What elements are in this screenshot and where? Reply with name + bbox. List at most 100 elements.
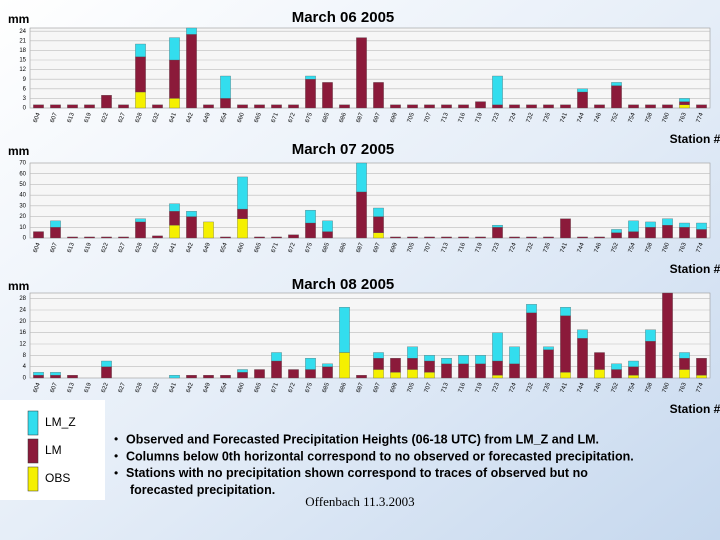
y-tick-label: 50 <box>19 182 26 188</box>
bar-segment <box>696 229 707 239</box>
bar-segment <box>271 360 282 379</box>
x-tick-label: 654 <box>220 242 229 254</box>
bar-segment <box>543 236 554 239</box>
y-tick-label: 9 <box>23 77 27 83</box>
bar-segment <box>543 349 554 379</box>
y-axis-label: mm <box>8 144 29 158</box>
bar-segment <box>152 235 163 239</box>
x-tick-label: 713 <box>441 242 450 254</box>
bar-segment <box>169 211 180 226</box>
x-tick-label: 741 <box>560 242 569 254</box>
bar-segment <box>169 203 180 212</box>
bar-segment <box>50 104 61 109</box>
x-axis-label: Station # <box>670 132 720 146</box>
bar-segment <box>458 355 469 364</box>
bar-segment <box>611 82 622 86</box>
bar-segment <box>628 375 639 379</box>
bullet: • <box>114 432 118 446</box>
x-tick-label: 707 <box>424 382 433 394</box>
x-tick-label: 760 <box>662 242 671 254</box>
x-tick-label: 707 <box>424 242 433 254</box>
bar-segment <box>373 82 384 109</box>
x-tick-label: 707 <box>424 112 433 124</box>
bar-segment <box>118 236 129 239</box>
x-tick-label: 760 <box>662 112 671 124</box>
x-tick-label: 697 <box>373 382 382 394</box>
bar-segment <box>220 236 231 239</box>
x-tick-label: 665 <box>254 112 263 124</box>
x-tick-label: 763 <box>679 242 688 254</box>
x-tick-label: 660 <box>237 382 246 394</box>
y-tick-label: 60 <box>19 171 26 177</box>
legend-label: OBS <box>45 471 70 485</box>
bar-segment <box>679 98 690 102</box>
bar-segment <box>390 104 401 109</box>
note: Observed and Forecasted Precipitation He… <box>126 432 599 446</box>
x-tick-label: 649 <box>203 112 212 124</box>
x-tick-label: 763 <box>679 112 688 124</box>
x-tick-label: 752 <box>611 112 620 124</box>
bar-segment <box>322 366 333 379</box>
x-tick-label: 732 <box>526 112 535 124</box>
bar-segment <box>424 372 435 379</box>
bar-segment <box>407 358 418 370</box>
y-tick-label: 3 <box>23 96 27 102</box>
chart-title: March 08 2005 <box>292 276 395 293</box>
x-tick-label: 685 <box>322 242 331 254</box>
x-tick-label: 686 <box>339 112 348 124</box>
bar-segment <box>220 98 231 109</box>
x-tick-label: 628 <box>135 242 144 254</box>
bar-segment <box>628 220 639 232</box>
x-tick-label: 741 <box>560 382 569 394</box>
bar-segment <box>322 363 333 367</box>
bar-segment <box>645 329 656 342</box>
bar-segment <box>322 231 333 239</box>
x-tick-label: 604 <box>33 382 42 394</box>
x-tick-label: 723 <box>492 112 501 124</box>
bar-segment <box>271 236 282 239</box>
bar-segment <box>696 104 707 109</box>
x-tick-label: 732 <box>526 382 535 394</box>
bar-segment <box>101 366 112 379</box>
bullet: • <box>114 466 118 480</box>
bar-segment <box>237 104 248 109</box>
x-tick-label: 754 <box>628 242 637 254</box>
y-tick-label: 16 <box>19 330 26 336</box>
bar-segment <box>407 369 418 379</box>
bar-segment <box>611 85 622 109</box>
x-tick-label: 746 <box>594 242 603 254</box>
x-tick-label: 716 <box>458 112 467 124</box>
x-tick-label: 723 <box>492 242 501 254</box>
x-tick-label: 699 <box>390 112 399 124</box>
bar-segment <box>492 360 503 376</box>
bar-segment <box>288 234 299 239</box>
x-tick-label: 760 <box>662 382 671 394</box>
bar-segment <box>254 104 265 109</box>
bar-segment <box>509 346 520 364</box>
x-tick-label: 735 <box>543 242 552 254</box>
x-tick-label: 622 <box>101 242 110 254</box>
bar-segment <box>679 352 690 359</box>
y-tick-label: 18 <box>19 48 26 54</box>
bar-segment <box>458 104 469 109</box>
x-tick-label: 622 <box>101 112 110 124</box>
x-tick-label: 641 <box>169 112 178 124</box>
bar-segment <box>645 104 656 109</box>
bar-segment <box>509 236 520 239</box>
x-tick-label: 774 <box>696 112 705 124</box>
x-tick-label: 735 <box>543 382 552 394</box>
note-line: forecasted precipitation. <box>130 483 275 497</box>
y-tick-label: 20 <box>19 319 26 325</box>
x-tick-label: 713 <box>441 112 450 124</box>
bar-segment <box>594 104 605 109</box>
legend-label: LM <box>45 443 62 457</box>
x-tick-label: 627 <box>118 242 127 254</box>
bar-segment <box>509 363 520 379</box>
bar-segment <box>305 222 316 239</box>
bar-segment <box>220 75 231 99</box>
x-tick-label: 716 <box>458 382 467 394</box>
bar-segment <box>152 104 163 109</box>
bar-segment <box>254 236 265 239</box>
legend-swatch <box>27 438 39 464</box>
x-tick-label: 724 <box>509 242 518 254</box>
